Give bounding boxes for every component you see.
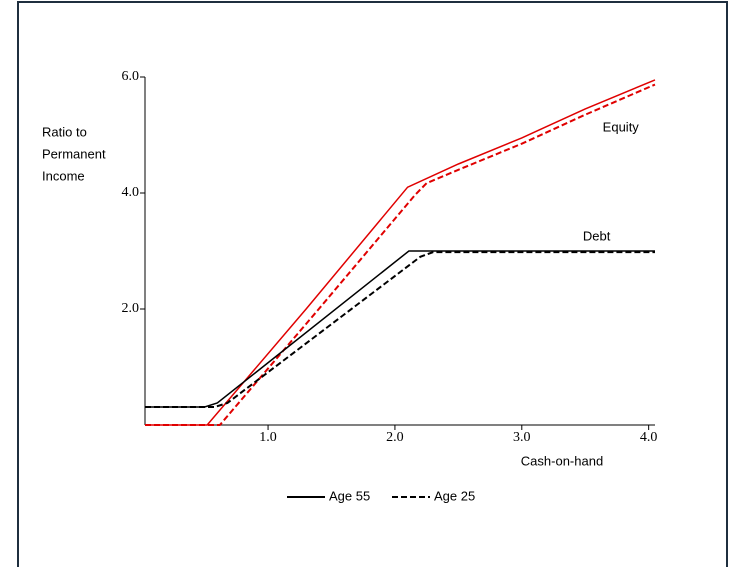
y-tick-label: 6.0: [122, 69, 140, 84]
y-tick-label: 2.0: [122, 301, 140, 316]
frame: [17, 1, 728, 567]
annotation: Debt: [583, 229, 611, 244]
x-tick-label: 1.0: [259, 430, 277, 445]
x-tick-label: 4.0: [640, 430, 658, 445]
y-axis-label: Permanent: [42, 146, 106, 161]
y-tick-label: 4.0: [122, 185, 140, 200]
x-tick-label: 2.0: [386, 430, 404, 445]
series-line: [145, 79, 656, 426]
series-line: [145, 251, 655, 409]
annotation: Equity: [603, 119, 640, 134]
legend-label: Age 25: [434, 488, 475, 503]
y-axis-label: Income: [42, 168, 85, 183]
series-line: [145, 250, 655, 408]
series-line: [145, 83, 656, 426]
x-tick-label: 3.0: [513, 430, 531, 445]
legend-label: Age 55: [329, 488, 370, 503]
y-axis-label: Ratio to: [42, 124, 87, 139]
x-axis-label: Cash-on-hand: [521, 453, 603, 468]
